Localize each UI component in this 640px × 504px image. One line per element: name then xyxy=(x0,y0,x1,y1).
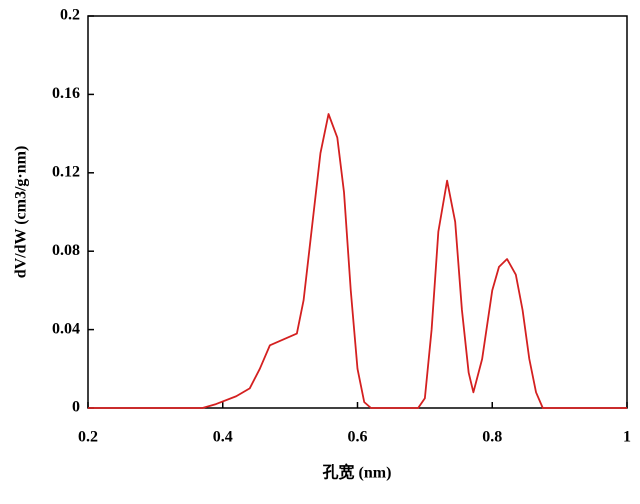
y-tick-label: 0.12 xyxy=(52,163,80,180)
x-tick-label: 0.6 xyxy=(348,429,368,446)
x-tick-label: 0.2 xyxy=(78,429,98,446)
y-axis-label: dV/dW (cm3/g·nm) xyxy=(13,146,30,279)
x-axis-label: 孔宽 (nm) xyxy=(323,463,392,482)
x-tick-label: 1 xyxy=(623,429,631,446)
data-line xyxy=(88,113,627,409)
x-tick-label: 0.8 xyxy=(482,429,502,446)
x-tick-label: 0.4 xyxy=(213,429,233,446)
y-tick-label: 0.2 xyxy=(60,7,80,24)
y-tick-label: 0.16 xyxy=(52,85,80,102)
y-tick-label: 0 xyxy=(72,399,80,416)
y-tick-label: 0.04 xyxy=(52,320,80,337)
y-tick-label: 0.08 xyxy=(52,242,80,259)
plot-frame xyxy=(87,15,628,409)
